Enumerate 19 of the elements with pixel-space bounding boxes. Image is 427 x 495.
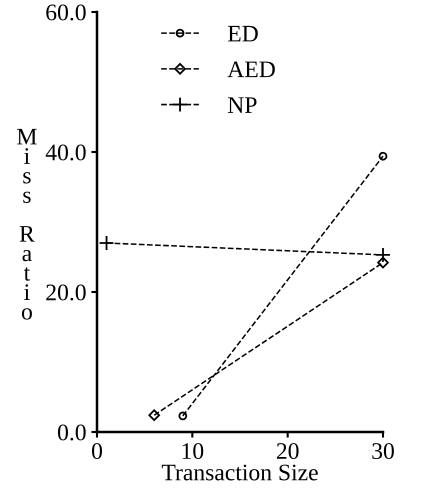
y-tick-label: 60.0 (46, 4, 86, 21)
x-tick-label: 0 (92, 443, 102, 460)
x-axis-title: Transaction Size (162, 464, 318, 480)
point (375, 247, 391, 263)
point (148, 409, 160, 422)
point (377, 256, 389, 268)
x-tick-label: 30 (372, 443, 394, 460)
legend-label: NP (228, 97, 256, 113)
point (178, 412, 188, 420)
y-tick-label: 0.0 (58, 424, 86, 441)
y-tick-label: 40.0 (46, 144, 86, 161)
legend-label: ED (228, 26, 258, 42)
point (378, 152, 388, 161)
x-tick-label: 20 (276, 443, 299, 460)
text: Miss Ratio (17, 128, 37, 320)
y-tick-label: 20.0 (46, 284, 86, 301)
x-tick-label: 10 (182, 443, 204, 460)
legend-label: AED (227, 62, 275, 78)
point (98, 235, 114, 251)
